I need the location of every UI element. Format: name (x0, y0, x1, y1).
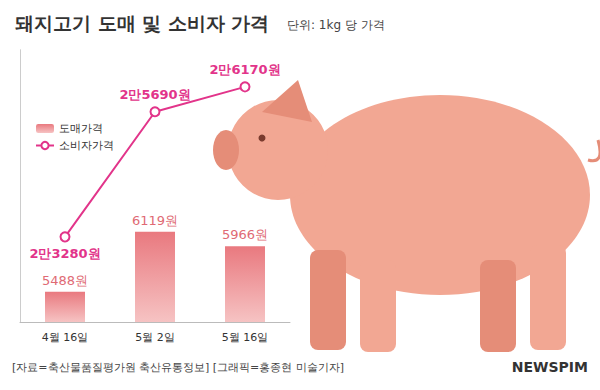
svg-text:NEWSPIM: NEWSPIM (512, 359, 588, 375)
svg-text:2만6170원: 2만6170원 (209, 62, 280, 77)
svg-text:단위: 1kg 당 가격: 단위: 1kg 당 가격 (287, 18, 385, 32)
svg-text:5488원: 5488원 (42, 273, 88, 288)
svg-text:5월 2일: 5월 2일 (135, 331, 175, 344)
svg-text:5966원: 5966원 (222, 227, 268, 242)
svg-text:6119원: 6119원 (132, 213, 178, 228)
svg-text:2만5690원: 2만5690원 (119, 87, 190, 102)
svg-text:5월 16일: 5월 16일 (222, 331, 269, 344)
svg-text:소비자가격: 소비자가격 (59, 139, 114, 152)
svg-text:돼지고기 도매 및 소비자 가격: 돼지고기 도매 및 소비자 가격 (15, 12, 269, 34)
svg-text:4월 16일: 4월 16일 (42, 331, 89, 344)
svg-text:[자료=축산물품질평가원 축산유통정보] [그래픽=홍종현: [자료=축산물품질평가원 축산유통정보] [그래픽=홍종현 미술기자] (12, 361, 344, 374)
svg-text:2만3280원: 2만3280원 (29, 246, 100, 261)
svg-text:도매가격: 도매가격 (59, 122, 103, 135)
